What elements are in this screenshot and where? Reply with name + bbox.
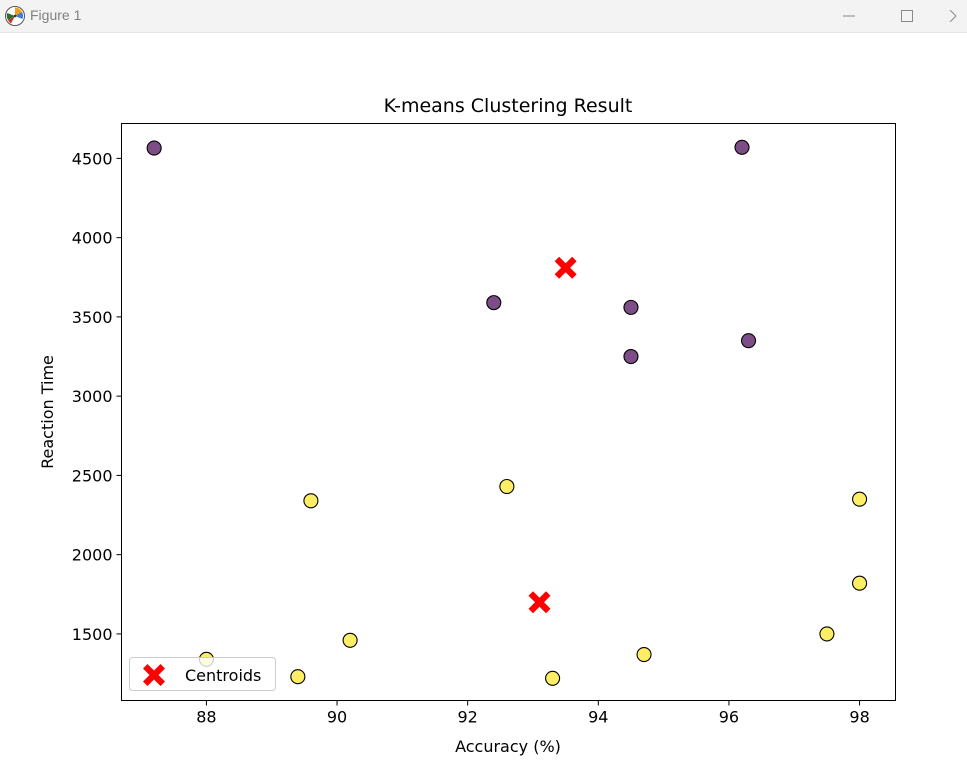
cluster-1-point [499, 478, 515, 495]
y-tick-label: 1500 [72, 625, 113, 644]
data-points [146, 139, 868, 686]
x-tick-label: 98 [849, 708, 869, 727]
cluster-1-point [290, 669, 306, 685]
x-tick-label: 88 [196, 708, 216, 727]
x-tick-label: 90 [327, 708, 347, 727]
cluster-0-point [623, 348, 639, 365]
close-icon [949, 10, 957, 22]
y-tick-label: 4000 [72, 229, 113, 248]
minimize-icon [843, 15, 855, 17]
cluster-1-point [852, 575, 868, 591]
cluster-0-point [740, 333, 757, 349]
centroid-marker [528, 591, 551, 614]
axis-ticks: 88 90 92 94 96 98 1500 2000 2500 3000 3500 4000 4500 [72, 149, 870, 726]
cluster-0-point [623, 299, 639, 315]
cluster-1-point [852, 491, 868, 507]
scatter-plot: K-means Clustering Result 88 90 92 94 96 98 15… [38, 95, 896, 756]
maximize-button[interactable] [884, 0, 930, 32]
matplotlib-logo-icon [5, 6, 25, 26]
minimize-button[interactable] [826, 0, 872, 32]
cluster-0-point [734, 139, 750, 155]
y-tick-label: 3500 [72, 308, 113, 327]
chart-title: K-means Clustering Result [384, 95, 633, 117]
cluster-1-point [819, 626, 835, 642]
y-tick-label: 3000 [72, 387, 113, 406]
legend-centroid-marker [143, 664, 165, 686]
maximize-icon [901, 10, 913, 22]
cluster-1-point [342, 632, 358, 648]
x-tick-label: 94 [588, 708, 608, 727]
cluster-0-point [146, 140, 162, 156]
legend: Centroids [129, 657, 276, 691]
cluster-1-point [303, 493, 319, 509]
cluster-1-point [545, 670, 561, 686]
close-button[interactable] [940, 0, 967, 32]
cluster-0-point [486, 295, 502, 311]
legend-box [129, 657, 276, 691]
y-tick-label: 2000 [72, 546, 113, 565]
plot-frame [121, 123, 896, 701]
window-title: Figure 1 [30, 7, 82, 23]
legend-label-centroids: Centroids [185, 666, 261, 685]
window-titlebar: Figure 1 [0, 0, 967, 33]
cluster-1-point [636, 646, 652, 663]
x-axis-label: Accuracy (%) [455, 737, 561, 756]
y-tick-label: 2500 [72, 466, 113, 485]
x-tick-label: 96 [719, 708, 739, 727]
y-axis-label: Reaction Time [38, 355, 57, 469]
centroid-marker [554, 256, 577, 279]
y-tick-label: 4500 [72, 149, 113, 168]
x-tick-label: 92 [457, 708, 477, 727]
